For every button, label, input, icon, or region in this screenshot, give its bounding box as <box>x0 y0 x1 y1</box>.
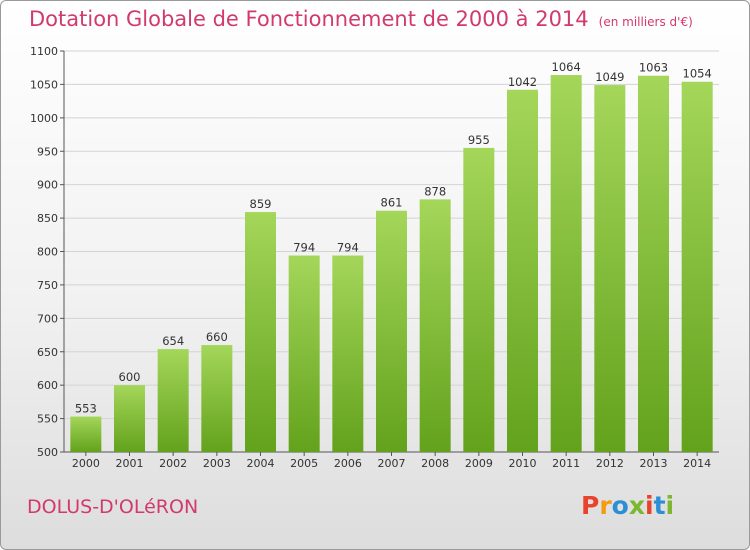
data-label: 1063 <box>639 61 668 75</box>
bar-2013 <box>638 75 669 452</box>
y-tick-label: 700 <box>37 312 58 325</box>
bar-2008 <box>419 199 451 452</box>
x-tick-label: 2004 <box>247 457 275 470</box>
logo-letter: o <box>611 491 629 520</box>
chart-title: Dotation Globale de Fonctionnement de 20… <box>29 7 693 31</box>
data-label: 878 <box>424 184 446 198</box>
bar-2000 <box>70 416 102 452</box>
x-tick-label: 2000 <box>72 457 100 470</box>
y-tick-label: 1050 <box>30 78 58 91</box>
y-tick-label: 1100 <box>30 45 58 58</box>
x-tick-label: 2008 <box>421 457 449 470</box>
data-label: 1054 <box>683 67 712 81</box>
bar-2011 <box>550 75 582 452</box>
chart-unit: (en milliers d'€) <box>598 15 693 29</box>
data-label: 955 <box>468 133 490 147</box>
logo-letter: x <box>628 491 645 520</box>
x-tick-label: 2011 <box>552 457 580 470</box>
data-label: 859 <box>250 197 272 211</box>
data-label: 600 <box>119 370 141 384</box>
y-tick-label: 800 <box>37 246 58 259</box>
bar-layer <box>70 75 713 453</box>
logo-letter: r <box>599 491 612 520</box>
y-tick-label: 500 <box>37 446 58 459</box>
bar-2003 <box>201 345 233 452</box>
logo-letter: t <box>653 491 666 520</box>
x-tick-label: 2007 <box>378 457 406 470</box>
logo-letter: i <box>665 491 675 520</box>
bar-2012 <box>594 85 626 453</box>
y-tick-label: 600 <box>37 379 58 392</box>
y-tick-label: 650 <box>37 346 58 359</box>
data-label: 660 <box>206 330 228 344</box>
bar-2014 <box>681 81 713 452</box>
x-tick-label: 2006 <box>334 457 362 470</box>
bar-2006 <box>332 255 364 452</box>
data-label: 654 <box>162 334 184 348</box>
axis-layer: 500 550 600 650 700 750 800 850 900 950 1000 1050 11… <box>30 45 719 470</box>
x-tick-label: 2002 <box>159 457 187 470</box>
label-layer: 553 600 654 660 859 794 794 861 878 955 1042 1064 10… <box>75 60 712 416</box>
y-tick-label: 850 <box>37 212 58 225</box>
bar-2010 <box>507 89 538 452</box>
data-label: 794 <box>293 241 315 255</box>
data-label: 1064 <box>552 60 581 74</box>
x-tick-label: 2003 <box>203 457 231 470</box>
proxiti-logo[interactable]: Proxiti <box>581 491 674 520</box>
bar-2002 <box>157 349 189 452</box>
y-tick-label: 750 <box>37 279 58 292</box>
bar-2009 <box>463 147 495 453</box>
x-tick-label: 2012 <box>596 457 624 470</box>
logo-letter: i <box>645 491 654 520</box>
x-tick-label: 2005 <box>290 457 318 470</box>
y-tick-label: 950 <box>37 145 58 158</box>
y-tick-label: 1000 <box>30 112 58 125</box>
y-tick-label: 550 <box>37 413 58 426</box>
commune-name: DOLUS-D'OLéRON <box>27 496 199 518</box>
data-label: 861 <box>381 196 403 210</box>
data-label: 1049 <box>595 70 624 84</box>
bar-2001 <box>114 385 145 452</box>
y-tick-label: 900 <box>37 179 58 192</box>
x-tick-label: 2009 <box>465 457 493 470</box>
bar-2004 <box>245 212 276 452</box>
bar-2005 <box>288 255 320 452</box>
x-tick-label: 2014 <box>683 457 711 470</box>
x-tick-label: 2001 <box>116 457 144 470</box>
data-label: 794 <box>337 241 359 255</box>
x-tick-label: 2013 <box>640 457 668 470</box>
logo-letter: P <box>581 491 600 520</box>
chart-title-text: Dotation Globale de Fonctionnement de 20… <box>29 7 589 31</box>
data-label: 553 <box>75 402 97 416</box>
bar-2007 <box>376 210 407 452</box>
x-tick-label: 2010 <box>509 457 537 470</box>
data-label: 1042 <box>508 75 537 89</box>
